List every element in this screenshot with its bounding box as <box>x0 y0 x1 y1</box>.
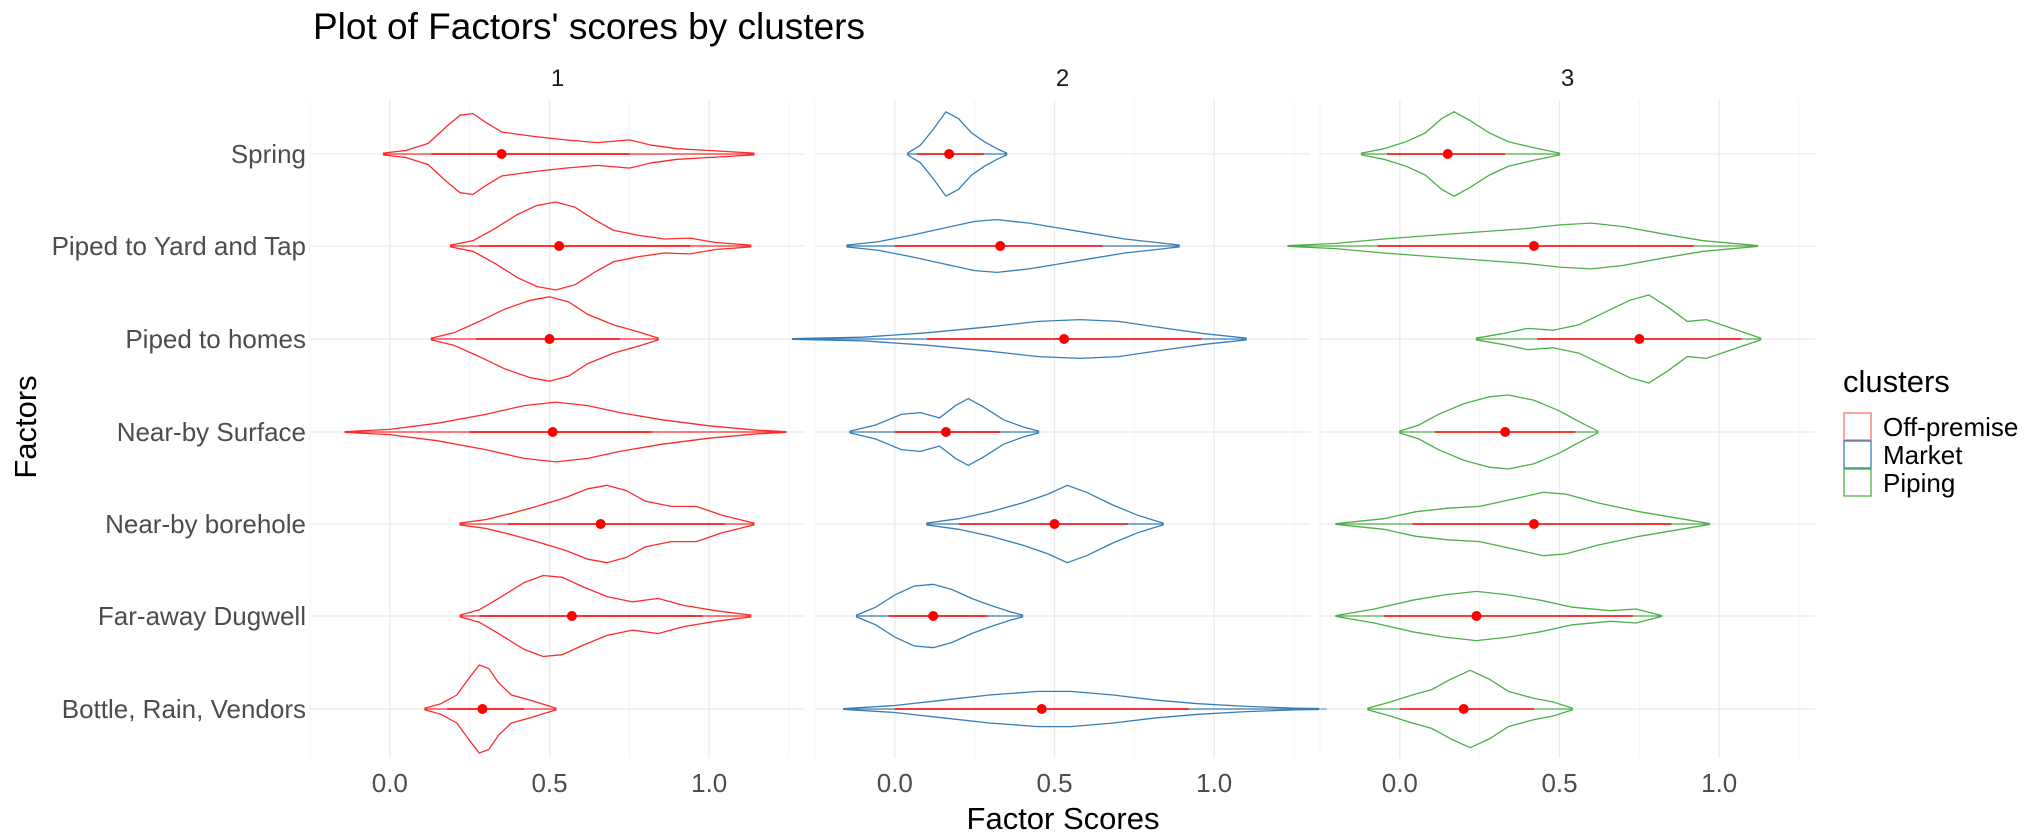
x-axis-title: Factor Scores <box>967 801 1160 836</box>
mean-point <box>544 334 555 344</box>
violin-1-5 <box>459 574 752 658</box>
mean-point <box>547 427 558 437</box>
violin-3-1 <box>1287 222 1759 270</box>
legend-title: clusters <box>1843 364 1950 399</box>
mean-point <box>1500 427 1511 437</box>
y-tick-label: Piped to Yard and Tap <box>52 231 306 261</box>
mean-point <box>595 519 606 529</box>
x-tick-label: 1.0 <box>691 768 727 798</box>
panel-3: 3 0.0 0.5 1.0 <box>1287 65 1815 798</box>
violin-1-4 <box>459 484 755 564</box>
x-tick-label: 0.0 <box>1382 768 1418 798</box>
legend-label: Market <box>1883 440 1963 470</box>
violin-shape <box>430 296 659 382</box>
violin-1-1 <box>449 201 752 291</box>
mean-point <box>496 149 507 159</box>
legend-label: Off-premise <box>1883 412 2018 442</box>
mean-point <box>1528 241 1539 251</box>
mean-point <box>1471 611 1482 621</box>
mean-point <box>928 611 939 621</box>
violin-2-1 <box>846 218 1180 274</box>
mean-point <box>1528 519 1539 529</box>
violin-2-2 <box>791 318 1247 360</box>
violin-3-3 <box>1399 394 1599 470</box>
y-tick-label: Far-away Dugwell <box>98 601 306 631</box>
chart-title: Plot of Factors' scores by clusters <box>313 6 865 47</box>
violin-1-2 <box>430 296 659 382</box>
violin-shape <box>846 218 1180 274</box>
violin-3-0 <box>1360 111 1561 197</box>
x-tick-label: 1.0 <box>1701 768 1737 798</box>
legend-key <box>1843 468 1872 497</box>
mean-point <box>477 704 488 714</box>
legend-item: Off-premise <box>1843 412 2018 442</box>
violin-1-6 <box>424 664 557 754</box>
x-tick-label: 0.5 <box>531 768 567 798</box>
legend-label: Piping <box>1883 468 1955 498</box>
mean-point <box>995 241 1006 251</box>
x-tick-label: 0.5 <box>1541 768 1577 798</box>
violin-shape <box>855 583 1024 649</box>
x-tick-label: 0.0 <box>372 768 408 798</box>
y-tick-label: Bottle, Rain, Vendors <box>62 694 306 724</box>
mean-point <box>1049 519 1060 529</box>
mean-point <box>1442 149 1453 159</box>
x-tick-label: 0.5 <box>1036 768 1072 798</box>
y-tick-label: Near-by borehole <box>105 509 306 539</box>
mean-point <box>1458 704 1469 714</box>
legend-key <box>1843 440 1872 469</box>
y-axis-title: Factors <box>8 375 43 478</box>
violin-2-4 <box>926 484 1164 564</box>
y-tick-label: Spring <box>231 139 306 169</box>
x-tick-label: 0.0 <box>877 768 913 798</box>
mean-point <box>944 149 955 159</box>
mean-point <box>566 611 577 621</box>
strip-label: 3 <box>1561 65 1574 92</box>
violin-2-5 <box>855 583 1024 649</box>
violin-2-3 <box>849 397 1040 467</box>
panel-1: 1 0.0 0.5 1.0 <box>309 65 805 798</box>
strip-label: 2 <box>1056 65 1069 92</box>
legend-item: Market <box>1843 440 1963 470</box>
legend-item: Piping <box>1843 468 1955 498</box>
violin-3-2 <box>1475 294 1762 384</box>
violin-3-4 <box>1335 491 1711 557</box>
violin-2-6 <box>843 690 1327 728</box>
mean-point <box>1059 334 1070 344</box>
strip-label: 1 <box>551 65 564 92</box>
legend-key <box>1843 412 1872 441</box>
panel-2: 2 0.0 0.5 1.0 <box>791 65 1327 798</box>
y-tick-label: Piped to homes <box>125 324 306 354</box>
panels: Spring Piped to Yard and Tap Piped to home… <box>52 65 1815 798</box>
mean-point <box>1036 704 1047 714</box>
violin-shape <box>926 484 1164 564</box>
mean-point <box>1634 334 1645 344</box>
x-tick-label: 1.0 <box>1196 768 1232 798</box>
violin-2-0 <box>906 110 1008 198</box>
violin-3-6 <box>1367 669 1573 749</box>
violin-shape <box>1367 669 1573 749</box>
violin-1-3 <box>344 401 787 463</box>
y-tick-labels: Spring Piped to Yard and Tap Piped to home… <box>52 139 306 724</box>
y-tick-label: Near-by Surface <box>117 417 306 447</box>
violin-1-0 <box>382 112 755 196</box>
mean-point <box>940 427 951 437</box>
mean-point <box>554 241 565 251</box>
violin-3-5 <box>1335 590 1663 642</box>
